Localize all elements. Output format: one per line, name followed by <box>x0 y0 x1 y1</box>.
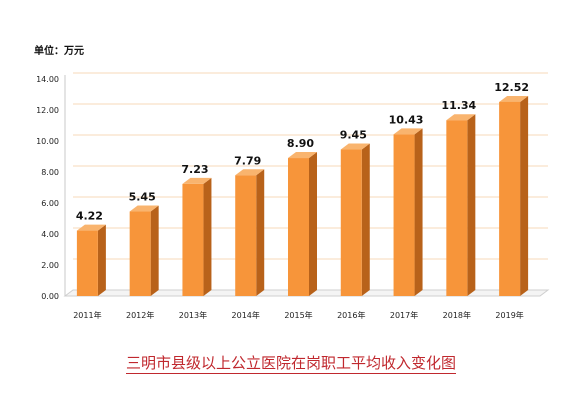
y-tick-label: 14.00 <box>36 75 59 84</box>
bar-side <box>361 143 370 296</box>
y-tick-label: 8.00 <box>41 168 59 177</box>
chart-title-text: 三明市县级以上公立医院在岗职工平均收入变化图 <box>125 354 456 374</box>
bar-top <box>129 205 159 212</box>
bar-top <box>288 152 317 159</box>
bar-side <box>309 152 317 296</box>
y-tick-label: 12.00 <box>36 106 59 115</box>
x-tick-label: 2014年 <box>232 310 260 320</box>
bar-top <box>499 95 529 102</box>
y-tick-label: 6.00 <box>41 199 59 208</box>
y-tick-label: 0.00 <box>41 292 59 301</box>
bar <box>340 149 362 296</box>
y-tick-label: 2.00 <box>41 261 59 270</box>
y-tick-label: 4.00 <box>41 230 59 239</box>
x-tick-label: 2018年 <box>443 310 471 320</box>
x-tick-label: 2016年 <box>337 310 365 320</box>
data-label: 7.79 <box>234 154 261 167</box>
bar <box>235 175 257 296</box>
bar-top <box>393 128 423 135</box>
bar-top <box>235 169 265 176</box>
x-tick-label: 2017年 <box>390 310 418 320</box>
bar <box>499 101 521 296</box>
bar <box>129 211 151 296</box>
data-label: 4.22 <box>76 210 103 223</box>
bar-side <box>203 177 212 296</box>
data-label: 9.45 <box>340 129 367 142</box>
bar-side <box>97 224 106 296</box>
bar-top <box>446 114 476 121</box>
chart-title: 三明市县级以上公立医院在岗职工平均收入变化图 <box>0 352 582 374</box>
bar-top <box>340 143 370 150</box>
x-tick-label: 2011年 <box>73 310 101 320</box>
y-tick-label: 10.00 <box>36 137 59 146</box>
x-tick-label: 2015年 <box>284 310 312 320</box>
bar-side <box>150 205 159 296</box>
data-label: 11.34 <box>441 99 476 112</box>
bar <box>446 120 468 296</box>
bar <box>76 230 98 296</box>
bar <box>182 183 204 296</box>
bar <box>393 134 415 296</box>
x-tick-label: 2013年 <box>179 310 207 320</box>
data-label: 8.90 <box>287 137 314 150</box>
bar-top <box>182 177 212 184</box>
x-tick-label: 2012年 <box>126 310 154 320</box>
bar-top <box>76 224 106 231</box>
y-axis-unit-label: 单位：万元 <box>34 46 84 57</box>
bar-side <box>414 128 423 296</box>
x-tick-label: 2019年 <box>495 310 523 320</box>
data-label: 12.52 <box>494 81 529 94</box>
data-label: 10.43 <box>389 113 424 126</box>
bar-side <box>256 169 265 296</box>
bar <box>288 158 309 296</box>
data-label: 7.23 <box>181 163 208 176</box>
data-label: 5.45 <box>129 191 156 204</box>
bar-side <box>520 95 529 296</box>
bar-side <box>467 114 476 296</box>
